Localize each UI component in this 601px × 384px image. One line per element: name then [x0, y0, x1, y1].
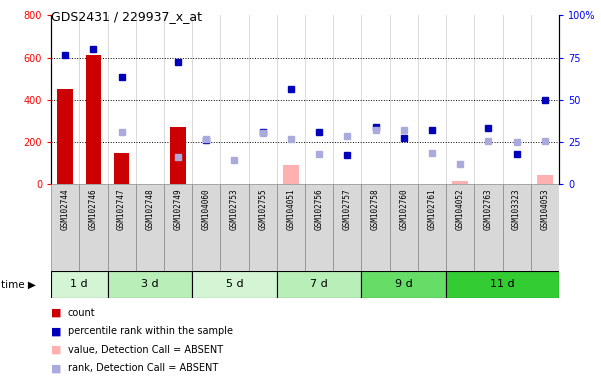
Text: ■: ■: [51, 308, 61, 318]
Bar: [51, 271, 108, 298]
Bar: [361, 271, 446, 298]
Text: time ▶: time ▶: [1, 280, 35, 290]
Bar: [136, 184, 164, 271]
Bar: [277, 184, 305, 271]
Bar: [361, 184, 389, 271]
Text: GSM102761: GSM102761: [427, 189, 436, 230]
Bar: [446, 271, 559, 298]
Bar: [170, 127, 186, 184]
Bar: [51, 184, 79, 271]
Bar: [164, 184, 192, 271]
Text: GSM102747: GSM102747: [117, 189, 126, 230]
Text: GSM102744: GSM102744: [61, 189, 70, 230]
Text: GSM102756: GSM102756: [314, 189, 323, 230]
Bar: [446, 184, 474, 271]
Text: 1 d: 1 d: [70, 279, 88, 289]
Text: GSM104060: GSM104060: [202, 189, 211, 230]
Text: GSM102746: GSM102746: [89, 189, 98, 230]
Bar: [283, 165, 299, 184]
Text: percentile rank within the sample: percentile rank within the sample: [68, 326, 233, 336]
Text: count: count: [68, 308, 96, 318]
Text: GSM102748: GSM102748: [145, 189, 154, 230]
Bar: [474, 184, 502, 271]
Bar: [305, 184, 333, 271]
Bar: [192, 184, 221, 271]
Text: ■: ■: [51, 345, 61, 355]
Text: 5 d: 5 d: [225, 279, 243, 289]
Text: value, Detection Call = ABSENT: value, Detection Call = ABSENT: [68, 345, 223, 355]
Bar: [389, 184, 418, 271]
Bar: [418, 184, 446, 271]
Text: rank, Detection Call = ABSENT: rank, Detection Call = ABSENT: [68, 363, 218, 373]
Text: 3 d: 3 d: [141, 279, 159, 289]
Text: 9 d: 9 d: [395, 279, 413, 289]
Text: GSM102755: GSM102755: [258, 189, 267, 230]
Text: GSM104052: GSM104052: [456, 189, 465, 230]
Text: GDS2431 / 229937_x_at: GDS2431 / 229937_x_at: [51, 10, 202, 23]
Bar: [86, 56, 101, 184]
Bar: [58, 89, 73, 184]
Bar: [333, 184, 361, 271]
Bar: [108, 184, 136, 271]
Bar: [531, 184, 559, 271]
Bar: [192, 271, 277, 298]
Bar: [114, 152, 129, 184]
Bar: [79, 184, 108, 271]
Bar: [502, 184, 531, 271]
Text: GSM103323: GSM103323: [512, 189, 521, 230]
Bar: [537, 175, 552, 184]
Bar: [249, 184, 277, 271]
Text: GSM102763: GSM102763: [484, 189, 493, 230]
Bar: [277, 271, 361, 298]
Text: GSM104051: GSM104051: [287, 189, 296, 230]
Text: GSM102758: GSM102758: [371, 189, 380, 230]
Bar: [108, 271, 192, 298]
Text: GSM104053: GSM104053: [540, 189, 549, 230]
Text: ■: ■: [51, 326, 61, 336]
Text: GSM102749: GSM102749: [174, 189, 183, 230]
Bar: [221, 184, 249, 271]
Text: GSM102760: GSM102760: [399, 189, 408, 230]
Text: GSM102757: GSM102757: [343, 189, 352, 230]
Text: GSM102753: GSM102753: [230, 189, 239, 230]
Bar: [453, 181, 468, 184]
Text: 7 d: 7 d: [310, 279, 328, 289]
Text: 11 d: 11 d: [490, 279, 515, 289]
Text: ■: ■: [51, 363, 61, 373]
